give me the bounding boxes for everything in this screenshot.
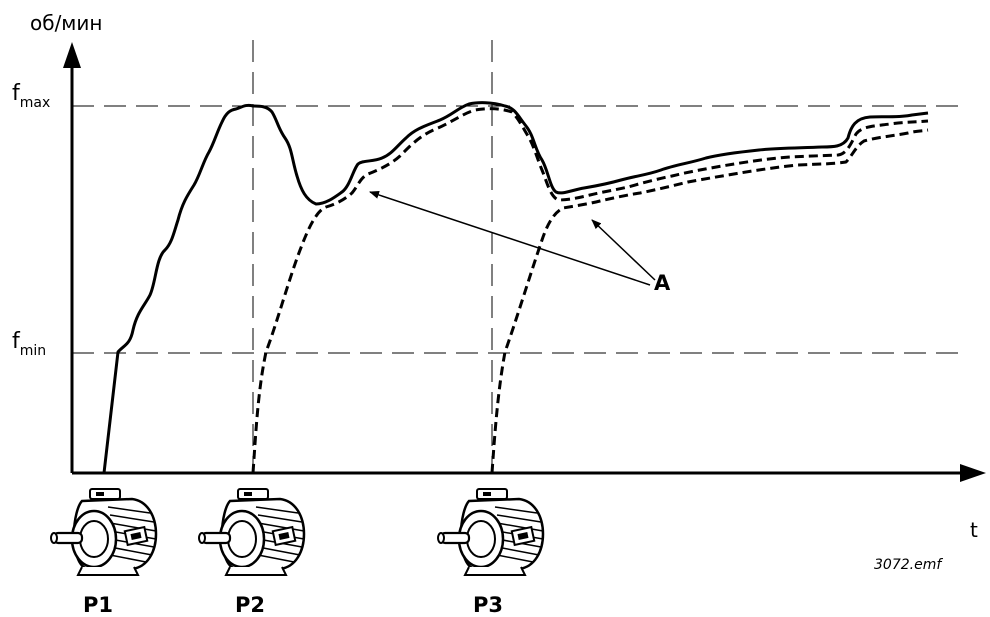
- annotation-arrow-right: [591, 219, 656, 281]
- annotation-label: A: [654, 271, 671, 295]
- motor-icon: [197, 487, 306, 577]
- fmax-label: fmax: [12, 81, 50, 111]
- pump-label-p1: P1: [83, 593, 113, 617]
- x-axis-label: t: [970, 518, 978, 542]
- fmin-label: fmin: [12, 329, 46, 359]
- pump-p1: P1: [49, 487, 158, 617]
- axes: [63, 42, 986, 482]
- reference-lines: [72, 40, 965, 473]
- p1-speed-curve: [102, 101, 929, 474]
- y-axis-label: об/мин: [30, 11, 102, 35]
- y-axis-arrow: [63, 42, 81, 68]
- pump-p2: P2: [197, 487, 306, 617]
- motor-icon: [436, 487, 545, 577]
- file-label: 3072.emf: [874, 557, 943, 573]
- x-axis-arrow: [960, 464, 986, 482]
- pump-p3: P3: [436, 487, 545, 617]
- p2-speed-curve: [251, 107, 929, 474]
- pump-label-p3: P3: [473, 593, 503, 617]
- annotation-arrows: [369, 191, 656, 286]
- p3-speed-curve: [490, 128, 929, 474]
- pump-label-p2: P2: [235, 593, 265, 617]
- motor-icon: [49, 487, 158, 577]
- annotation-arrow-left: [369, 191, 651, 286]
